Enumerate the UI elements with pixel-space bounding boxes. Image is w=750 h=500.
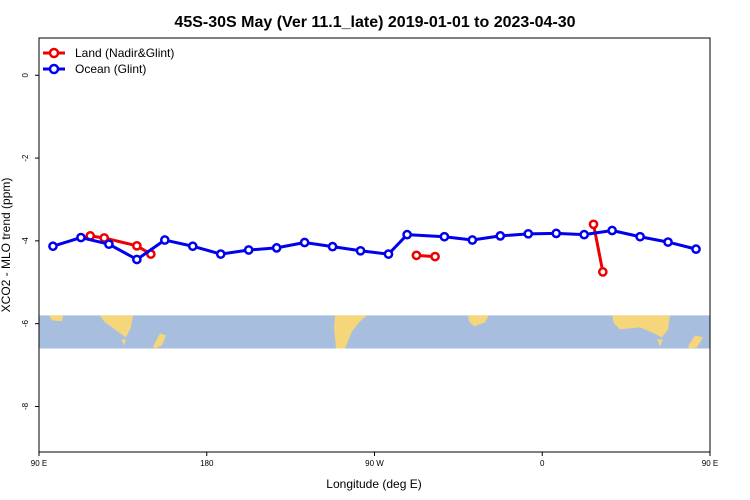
legend-swatch-marker bbox=[48, 63, 60, 75]
data-point bbox=[523, 228, 534, 239]
land-shape bbox=[657, 339, 663, 347]
y-axis-ticks: 0 -2 -4 -6 -8 bbox=[21, 72, 39, 410]
land-shape bbox=[49, 315, 63, 322]
ocean-band bbox=[39, 315, 710, 349]
x-tick-label: 90 E bbox=[702, 459, 718, 468]
land-shape bbox=[121, 339, 126, 346]
data-point bbox=[411, 250, 422, 261]
data-point bbox=[299, 237, 310, 248]
data-point bbox=[271, 243, 282, 253]
legend-entry-ocean: Ocean (Glint) bbox=[43, 62, 146, 76]
y-axis-label: XCO2 - MLO trend (ppm) bbox=[0, 178, 13, 313]
data-point bbox=[597, 267, 608, 277]
map-band bbox=[39, 315, 710, 349]
data-point bbox=[402, 229, 412, 240]
land-shape bbox=[334, 315, 367, 349]
y-tick-label: -2 bbox=[21, 154, 30, 162]
data-point bbox=[76, 232, 86, 243]
x-tick-label: 0 bbox=[540, 459, 545, 468]
y-tick-label: 0 bbox=[21, 72, 30, 77]
legend: Land (Nadir&Glint) Ocean (Glint) bbox=[43, 46, 174, 76]
data-point bbox=[383, 249, 394, 259]
x-tick-label: 90 W bbox=[365, 459, 384, 468]
data-point bbox=[579, 229, 590, 240]
land-shape bbox=[153, 333, 166, 349]
data-point bbox=[132, 254, 142, 265]
land-shape bbox=[688, 335, 703, 349]
data-point bbox=[243, 245, 254, 255]
data-point bbox=[430, 251, 440, 262]
data-point bbox=[607, 225, 617, 236]
land-shape bbox=[100, 315, 133, 338]
x-tick-label: 90 E bbox=[31, 459, 47, 468]
data-point bbox=[551, 228, 562, 239]
data-point bbox=[355, 245, 366, 256]
legend-entry-land: Land (Nadir&Glint) bbox=[43, 46, 174, 60]
legend-swatch-marker bbox=[48, 47, 60, 59]
y-tick-label: -4 bbox=[21, 237, 30, 245]
series-layer bbox=[48, 219, 701, 277]
x-axis-ticks: 90 E 180 90 W 0 90 E bbox=[31, 452, 718, 468]
data-point bbox=[691, 244, 701, 254]
data-point bbox=[187, 241, 198, 252]
data-point bbox=[635, 231, 645, 242]
map-land-shapes bbox=[49, 315, 703, 349]
data-point bbox=[132, 240, 142, 251]
x-tick-label: 180 bbox=[200, 459, 214, 468]
legend-label: Land (Nadir&Glint) bbox=[75, 46, 174, 60]
data-point bbox=[588, 219, 599, 230]
data-point bbox=[495, 231, 506, 241]
data-point bbox=[104, 239, 114, 250]
series-ocean bbox=[48, 225, 701, 265]
data-point bbox=[439, 231, 450, 242]
data-point bbox=[663, 237, 673, 247]
y-tick-label: -6 bbox=[21, 320, 30, 328]
land-shape bbox=[468, 315, 489, 327]
land-shape bbox=[612, 315, 670, 338]
data-point bbox=[159, 235, 170, 245]
legend-label: Ocean (Glint) bbox=[75, 62, 146, 76]
data-point bbox=[327, 241, 338, 252]
data-point bbox=[467, 235, 478, 245]
data-point bbox=[215, 249, 226, 259]
x-axis-label: Longitude (deg E) bbox=[326, 477, 421, 491]
series-line bbox=[90, 234, 152, 256]
y-tick-label: -8 bbox=[21, 402, 30, 410]
data-point bbox=[48, 241, 58, 252]
chart-title: 45S-30S May (Ver 11.1_late) 2019-01-01 t… bbox=[174, 14, 575, 31]
